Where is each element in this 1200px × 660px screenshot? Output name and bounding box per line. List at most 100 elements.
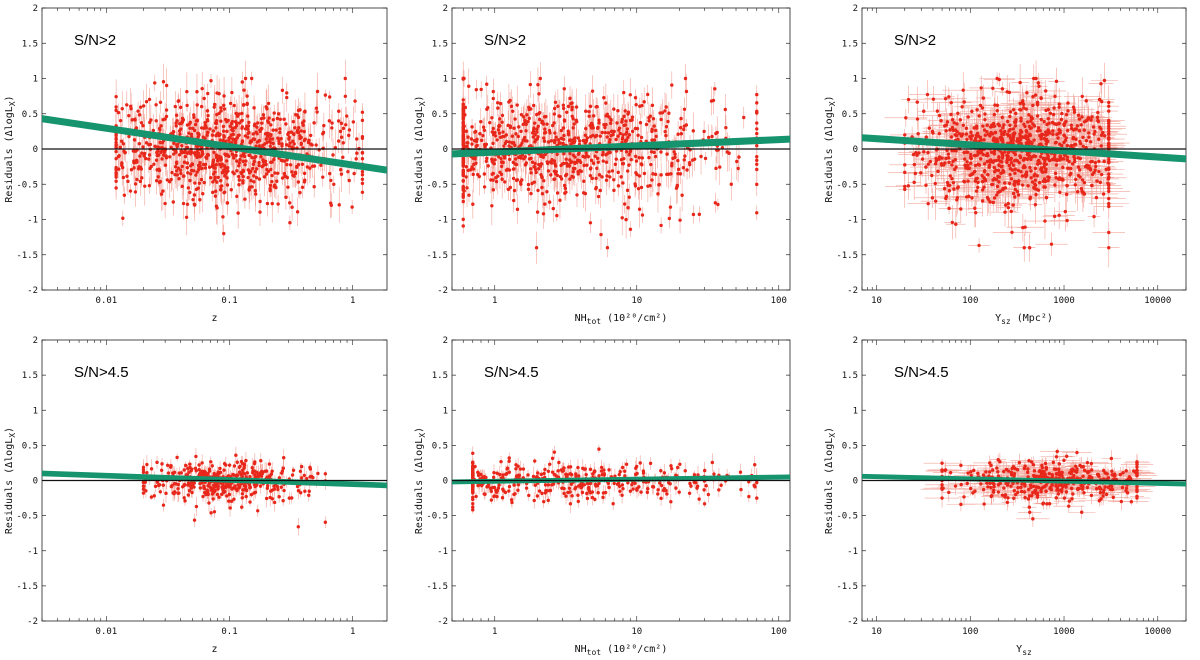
data-point bbox=[570, 174, 574, 179]
data-point bbox=[163, 117, 167, 121]
data-point bbox=[271, 141, 275, 146]
data-point bbox=[300, 162, 305, 167]
data-point bbox=[298, 108, 302, 112]
data-point bbox=[473, 157, 477, 161]
data-point bbox=[218, 179, 223, 183]
data-point bbox=[565, 110, 569, 114]
data-point bbox=[231, 132, 236, 137]
data-point bbox=[562, 119, 567, 123]
data-point bbox=[114, 108, 118, 113]
data-point bbox=[589, 158, 594, 163]
data-point bbox=[200, 86, 204, 91]
data-point bbox=[203, 162, 208, 167]
data-point bbox=[251, 166, 255, 171]
data-point bbox=[264, 162, 268, 167]
data-point bbox=[502, 144, 506, 148]
data-point bbox=[341, 141, 345, 145]
data-point bbox=[682, 107, 687, 111]
data-point bbox=[562, 152, 566, 156]
data-point bbox=[665, 152, 669, 156]
data-point bbox=[718, 165, 722, 169]
data-point bbox=[189, 132, 194, 137]
data-point bbox=[488, 120, 492, 125]
data-point bbox=[461, 163, 465, 167]
data-point bbox=[118, 118, 123, 123]
data-point bbox=[254, 175, 259, 180]
data-point bbox=[543, 127, 547, 131]
y-tick-label: 1.5 bbox=[22, 39, 38, 49]
data-point bbox=[548, 131, 552, 135]
x-axis-label: z bbox=[211, 313, 217, 324]
error-bars bbox=[462, 61, 758, 264]
data-point bbox=[498, 101, 503, 106]
data-point bbox=[578, 139, 582, 143]
data-point bbox=[120, 139, 124, 143]
data-point bbox=[121, 142, 126, 146]
data-point bbox=[467, 84, 471, 88]
y-axis-label-tail: ) bbox=[4, 95, 15, 101]
data-point bbox=[265, 201, 270, 206]
data-point bbox=[702, 129, 706, 134]
data-point bbox=[706, 135, 711, 140]
data-point bbox=[531, 135, 535, 139]
y-tick-label: -1 bbox=[847, 216, 858, 226]
data-point bbox=[581, 138, 586, 143]
data-point bbox=[221, 124, 226, 129]
data-point bbox=[186, 186, 191, 190]
data-point bbox=[295, 210, 300, 214]
data-point bbox=[585, 136, 590, 140]
data-point bbox=[257, 138, 262, 143]
data-point bbox=[495, 101, 500, 105]
data-point bbox=[474, 87, 479, 92]
data-point bbox=[584, 109, 588, 113]
data-point bbox=[251, 162, 256, 166]
data-point bbox=[147, 157, 151, 161]
data-point bbox=[629, 157, 633, 162]
data-point bbox=[616, 184, 621, 188]
data-point bbox=[193, 122, 198, 127]
data-point bbox=[479, 138, 484, 143]
data-point bbox=[248, 141, 252, 145]
data-point bbox=[610, 169, 615, 173]
data-point bbox=[482, 128, 487, 132]
data-point bbox=[228, 101, 233, 106]
data-point bbox=[213, 121, 218, 125]
data-point bbox=[130, 118, 134, 122]
data-point bbox=[625, 138, 629, 142]
data-point bbox=[265, 140, 269, 145]
data-point bbox=[270, 137, 275, 141]
data-point bbox=[221, 215, 225, 219]
data-point bbox=[668, 205, 673, 209]
data-point bbox=[212, 105, 216, 109]
data-point bbox=[220, 171, 225, 175]
data-point bbox=[477, 174, 481, 179]
data-point bbox=[253, 188, 258, 193]
data-point bbox=[727, 151, 731, 155]
data-point bbox=[564, 157, 568, 161]
data-point bbox=[590, 89, 595, 93]
data-point bbox=[536, 135, 540, 139]
data-point bbox=[194, 151, 198, 155]
data-point bbox=[497, 123, 501, 128]
data-point bbox=[558, 198, 562, 202]
data-point bbox=[258, 129, 262, 134]
data-point bbox=[496, 106, 500, 110]
data-point bbox=[553, 164, 558, 168]
data-point bbox=[755, 144, 759, 148]
data-point bbox=[591, 161, 596, 165]
data-point bbox=[528, 82, 533, 87]
data-point bbox=[243, 76, 248, 81]
data-point bbox=[280, 88, 285, 93]
data-point bbox=[542, 139, 547, 143]
data-point bbox=[291, 119, 296, 124]
data-point bbox=[710, 134, 714, 139]
data-point bbox=[237, 112, 241, 116]
data-point bbox=[312, 164, 317, 168]
data-point bbox=[545, 160, 550, 164]
data-point bbox=[219, 158, 223, 162]
data-point bbox=[542, 115, 547, 119]
data-point bbox=[755, 127, 759, 131]
data-point bbox=[482, 185, 487, 189]
data-point bbox=[241, 159, 245, 164]
y-tick-label: -1.5 bbox=[836, 251, 858, 261]
